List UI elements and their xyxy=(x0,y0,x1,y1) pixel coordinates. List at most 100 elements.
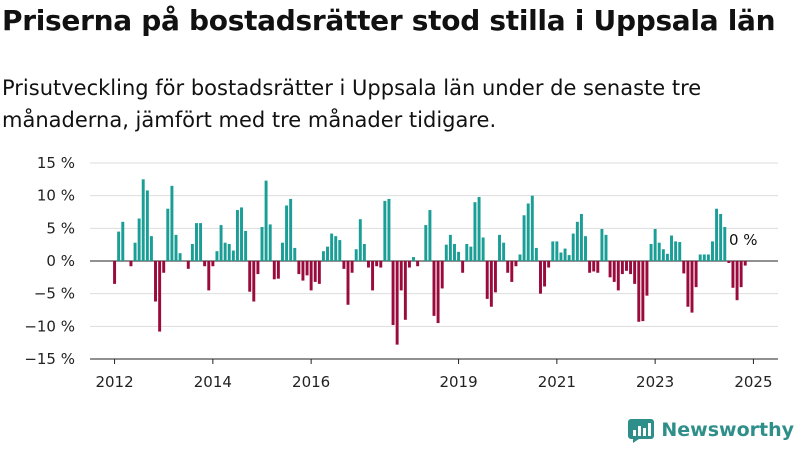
bar xyxy=(629,261,633,275)
bar xyxy=(301,261,305,281)
bar xyxy=(342,261,346,269)
newsworthy-logo-icon xyxy=(628,419,655,443)
bar xyxy=(338,240,342,261)
bar xyxy=(616,261,620,291)
bar xyxy=(674,241,678,261)
bar xyxy=(534,247,538,261)
bar xyxy=(641,261,645,322)
bar xyxy=(633,261,637,284)
bar xyxy=(588,261,592,273)
bar xyxy=(440,261,444,289)
bar xyxy=(223,242,227,261)
bar xyxy=(326,246,329,261)
bar xyxy=(502,242,506,261)
bar xyxy=(498,234,501,261)
bar xyxy=(166,208,170,261)
bar xyxy=(661,249,665,261)
bar xyxy=(395,261,399,345)
bar xyxy=(690,261,694,313)
bar xyxy=(711,241,714,261)
bar xyxy=(559,252,563,261)
bar xyxy=(129,261,133,267)
bar xyxy=(330,233,334,261)
bar xyxy=(461,261,465,273)
bar xyxy=(657,242,661,261)
bar xyxy=(137,218,141,261)
bar xyxy=(469,246,473,261)
bar xyxy=(235,210,239,261)
bar xyxy=(596,261,600,273)
bar xyxy=(346,261,350,305)
bar xyxy=(412,257,415,261)
bar xyxy=(203,261,207,267)
bar xyxy=(379,261,383,268)
bar xyxy=(407,261,411,268)
bar xyxy=(387,198,391,261)
bar xyxy=(354,249,358,261)
bar xyxy=(313,261,317,282)
bar xyxy=(162,261,166,273)
bar xyxy=(219,225,223,261)
bar xyxy=(575,221,579,261)
bar xyxy=(743,261,747,266)
bar xyxy=(453,244,456,261)
bar xyxy=(215,251,219,261)
x-tick-label: 2021 xyxy=(538,373,576,391)
bar xyxy=(399,261,403,291)
y-tick-label: 10 % xyxy=(37,187,75,205)
bar xyxy=(612,261,616,282)
bar xyxy=(735,261,739,301)
bar xyxy=(317,261,321,284)
bar xyxy=(448,234,452,261)
bar xyxy=(686,261,690,307)
bar xyxy=(543,261,547,287)
bar xyxy=(653,228,657,261)
bar xyxy=(706,254,710,261)
bar xyxy=(444,244,448,261)
bar xyxy=(571,233,575,261)
bar xyxy=(555,241,559,261)
bar xyxy=(465,244,469,261)
bar xyxy=(682,261,686,274)
bar xyxy=(117,231,121,261)
bar xyxy=(309,261,313,291)
bar xyxy=(485,261,489,299)
bar xyxy=(522,215,526,261)
bar xyxy=(526,203,530,261)
bar xyxy=(133,242,137,261)
bar xyxy=(358,219,362,261)
bar xyxy=(240,207,243,261)
bar xyxy=(457,251,461,261)
bar xyxy=(637,261,641,322)
bar xyxy=(154,261,157,302)
bar xyxy=(174,234,178,261)
bar xyxy=(186,261,190,269)
bar xyxy=(272,261,276,280)
bar xyxy=(625,261,628,271)
bar xyxy=(268,224,272,261)
bar xyxy=(367,261,370,268)
y-tick-label: −5 % xyxy=(34,285,75,303)
x-tick-label: 2012 xyxy=(95,373,133,391)
bar xyxy=(436,261,440,324)
bar xyxy=(285,205,289,261)
bar xyxy=(719,213,723,261)
bar xyxy=(141,179,145,261)
bar xyxy=(289,198,293,261)
bar xyxy=(190,244,194,261)
bar xyxy=(563,248,567,261)
bar xyxy=(514,261,518,267)
bar xyxy=(645,261,649,296)
bar xyxy=(305,261,309,276)
bar xyxy=(252,261,256,302)
bar xyxy=(477,196,481,261)
bar xyxy=(698,254,702,261)
x-tick-label: 2019 xyxy=(439,373,477,391)
bar xyxy=(518,254,522,261)
bar xyxy=(195,223,198,261)
bar xyxy=(293,247,297,261)
bar xyxy=(694,261,698,288)
bar xyxy=(199,223,203,261)
bar xyxy=(670,235,673,261)
bar xyxy=(113,261,117,284)
